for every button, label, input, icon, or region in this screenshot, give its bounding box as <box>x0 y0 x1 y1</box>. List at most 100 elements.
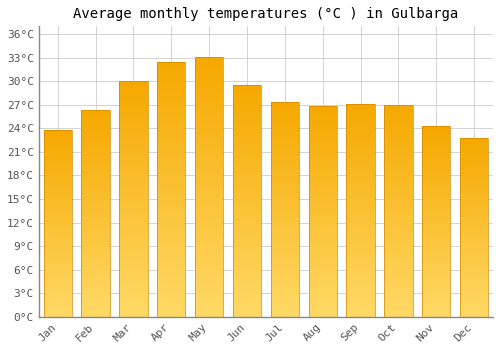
Bar <box>384 169 412 170</box>
Bar <box>233 130 261 132</box>
Bar <box>346 224 375 225</box>
Bar <box>308 215 337 216</box>
Bar <box>82 155 110 156</box>
Bar <box>119 214 148 216</box>
Bar <box>460 221 488 222</box>
Bar <box>233 146 261 148</box>
Bar <box>233 272 261 273</box>
Bar <box>384 254 412 255</box>
Bar <box>422 242 450 243</box>
Bar <box>157 159 186 160</box>
Bar <box>195 309 224 310</box>
Bar <box>346 160 375 161</box>
Bar <box>422 259 450 260</box>
Bar <box>308 238 337 239</box>
Bar <box>119 93 148 94</box>
Bar <box>44 139 72 140</box>
Bar <box>195 147 224 148</box>
Bar <box>44 136 72 138</box>
Bar <box>233 219 261 221</box>
Bar <box>270 280 299 281</box>
Bar <box>460 224 488 225</box>
Bar <box>308 267 337 268</box>
Bar <box>119 258 148 259</box>
Bar <box>346 175 375 176</box>
Bar <box>460 197 488 198</box>
Bar <box>308 266 337 267</box>
Bar <box>346 186 375 187</box>
Bar <box>233 86 261 88</box>
Bar <box>82 119 110 120</box>
Bar <box>346 296 375 298</box>
Bar <box>384 231 412 232</box>
Bar <box>233 173 261 174</box>
Bar <box>82 182 110 184</box>
Bar <box>233 236 261 237</box>
Bar <box>346 125 375 126</box>
Bar <box>460 180 488 181</box>
Bar <box>82 288 110 289</box>
Bar <box>270 174 299 175</box>
Bar <box>233 217 261 218</box>
Bar <box>157 203 186 204</box>
Bar <box>422 156 450 158</box>
Bar <box>44 163 72 164</box>
Bar <box>195 165 224 166</box>
Bar <box>460 304 488 305</box>
Bar <box>308 312 337 313</box>
Bar <box>157 109 186 110</box>
Bar <box>270 175 299 176</box>
Bar <box>422 303 450 304</box>
Bar <box>195 83 224 84</box>
Bar <box>119 204 148 205</box>
Bar <box>422 254 450 255</box>
Bar <box>157 63 186 64</box>
Bar <box>44 142 72 143</box>
Bar <box>119 218 148 219</box>
Bar <box>460 219 488 220</box>
Bar <box>195 192 224 193</box>
Bar <box>82 138 110 139</box>
Bar <box>157 92 186 93</box>
Bar <box>157 296 186 298</box>
Bar <box>44 262 72 264</box>
Bar <box>157 65 186 67</box>
Bar <box>308 166 337 167</box>
Bar <box>44 273 72 274</box>
Bar <box>119 273 148 274</box>
Bar <box>384 221 412 223</box>
Bar <box>460 262 488 263</box>
Bar <box>270 159 299 160</box>
Bar <box>460 249 488 250</box>
Bar <box>384 304 412 305</box>
Bar <box>44 253 72 254</box>
Bar <box>82 262 110 263</box>
Bar <box>270 314 299 315</box>
Bar <box>44 259 72 260</box>
Bar <box>195 233 224 235</box>
Bar <box>119 205 148 206</box>
Bar <box>119 88 148 90</box>
Bar <box>119 98 148 99</box>
Bar <box>233 179 261 180</box>
Bar <box>233 279 261 280</box>
Bar <box>233 155 261 156</box>
Bar <box>157 298 186 299</box>
Bar <box>308 147 337 148</box>
Bar <box>119 81 148 317</box>
Bar <box>157 289 186 290</box>
Bar <box>384 219 412 220</box>
Bar <box>384 246 412 247</box>
Bar <box>233 208 261 209</box>
Bar <box>233 287 261 288</box>
Bar <box>422 243 450 244</box>
Bar <box>195 230 224 231</box>
Bar <box>308 179 337 180</box>
Bar <box>460 204 488 205</box>
Bar <box>460 309 488 310</box>
Bar <box>270 226 299 227</box>
Bar <box>195 166 224 167</box>
Bar <box>82 294 110 295</box>
Bar <box>384 236 412 237</box>
Bar <box>460 235 488 236</box>
